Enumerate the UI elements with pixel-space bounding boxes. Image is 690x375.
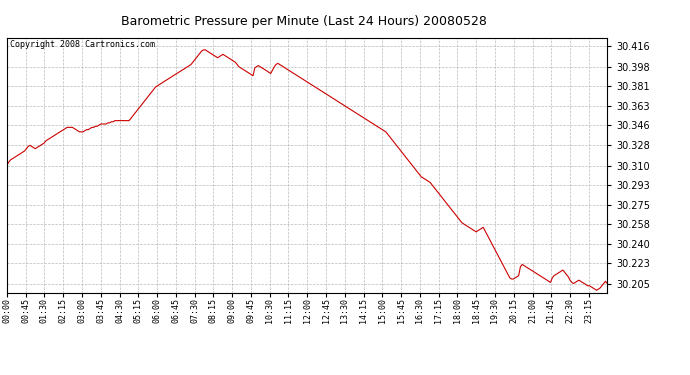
Text: Copyright 2008 Cartronics.com: Copyright 2008 Cartronics.com [10,40,155,49]
Text: Barometric Pressure per Minute (Last 24 Hours) 20080528: Barometric Pressure per Minute (Last 24 … [121,15,486,28]
